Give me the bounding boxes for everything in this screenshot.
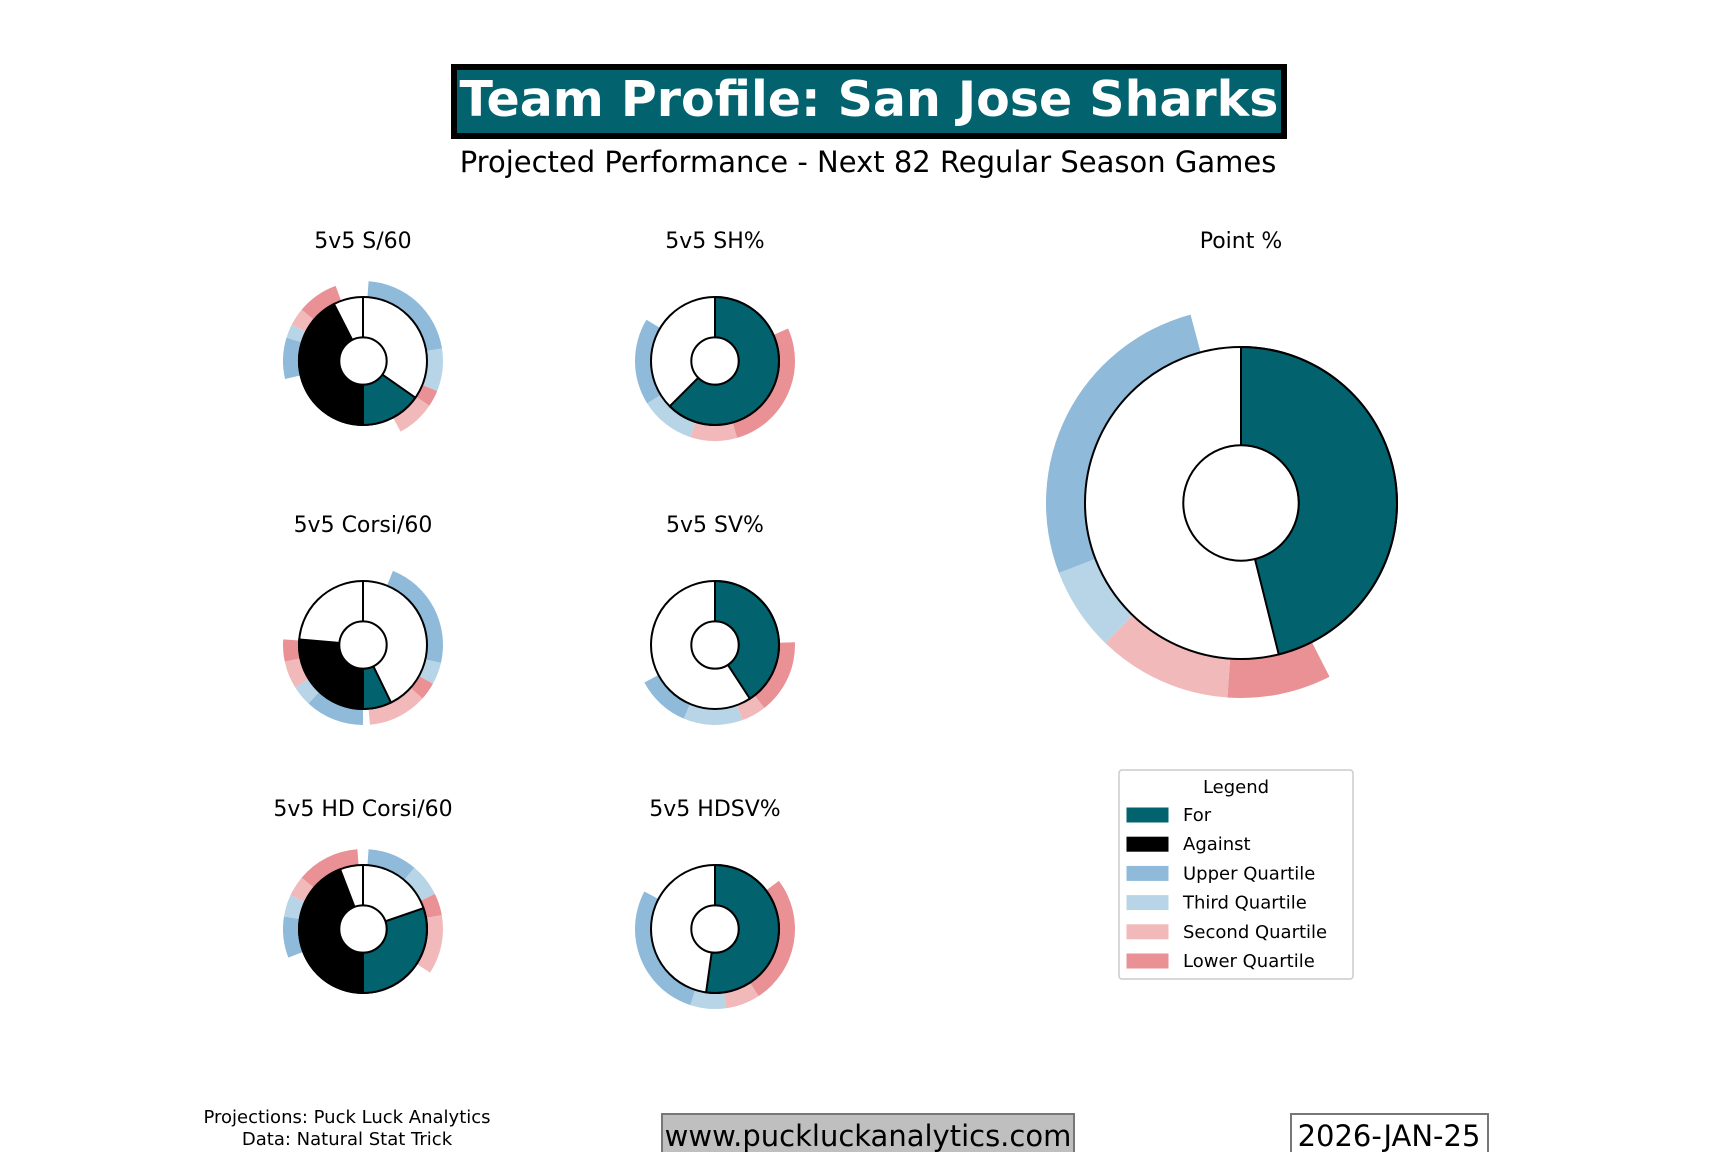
legend-swatch — [1126, 924, 1169, 940]
pie-outline — [650, 296, 780, 426]
legend-label: Lower Quartile — [1183, 951, 1315, 972]
ring-segment-second — [393, 396, 430, 432]
legend-item-upper: Upper Quartile — [1126, 863, 1315, 884]
ring-segment-third — [1058, 558, 1133, 644]
chart-title: 5v5 HD Corsi/60 — [273, 797, 452, 822]
pie-hole — [338, 336, 388, 386]
ring-segment-third — [683, 703, 743, 725]
ring-segment-lower — [754, 642, 796, 709]
website-box — [661, 1113, 1075, 1152]
chart-5v5-sh: 5v5 SH% — [635, 229, 795, 441]
pie-hole — [690, 620, 740, 670]
ring-segment-second — [736, 695, 765, 721]
page-subtitle: Projected Performance - Next 82 Regular … — [460, 145, 1277, 179]
pie-outline — [298, 580, 428, 710]
ring-segment-second — [1105, 615, 1231, 698]
legend-label: Second Quartile — [1183, 922, 1327, 943]
pie-hole — [1182, 444, 1300, 562]
pie-outline — [650, 580, 780, 710]
pie-outline — [650, 864, 780, 994]
ring-segment-upper — [308, 691, 363, 725]
date-label: 2026-JAN-25 — [1298, 1119, 1481, 1152]
legend-swatch — [1126, 836, 1169, 852]
ring-segment-upper — [635, 891, 696, 1006]
legend-label: Upper Quartile — [1183, 863, 1315, 884]
ring-segment-lower — [420, 893, 442, 918]
legend-item-second: Second Quartile — [1126, 922, 1327, 943]
legend-swatch — [1126, 895, 1169, 911]
ring-segment-third — [283, 895, 305, 919]
ring-segment-lower — [749, 880, 795, 997]
ring-segment-third — [404, 867, 435, 901]
ring-segment-second — [368, 687, 423, 725]
website-link[interactable]: www.puckluckanalytics.com — [665, 1119, 1072, 1152]
pie-hole — [690, 336, 740, 386]
pie-outline — [298, 296, 428, 426]
ring-segment-third — [286, 324, 306, 343]
title-box — [451, 64, 1287, 139]
chart-title: 5v5 S/60 — [314, 229, 411, 254]
ring-segment-second — [723, 982, 759, 1009]
ring-segment-third — [690, 989, 727, 1009]
chart-5v5-hdsv: 5v5 HDSV% — [635, 797, 795, 1009]
legend-title: Legend — [1203, 777, 1269, 798]
ring-segment-second — [284, 658, 309, 688]
chart-title: 5v5 SV% — [666, 513, 764, 538]
legend-swatch — [1126, 807, 1169, 823]
ring-segment-third — [647, 394, 696, 438]
ring-segment-upper — [644, 675, 690, 719]
ring-segment-lower — [301, 849, 359, 888]
ring-segment-lower — [416, 384, 438, 406]
chart-title: Point % — [1200, 229, 1283, 254]
ring-segment-lower — [301, 285, 342, 320]
pie-outline — [298, 864, 428, 994]
chart-point: Point % — [1046, 229, 1398, 698]
ring-segment-lower — [1227, 641, 1330, 698]
legend-swatch — [1126, 865, 1169, 881]
legend-swatch — [1126, 953, 1169, 969]
chart-5v5-hd-corsi-60: 5v5 HD Corsi/60 — [273, 797, 453, 995]
pie-outline — [1084, 346, 1398, 660]
pie-hole — [690, 904, 740, 954]
ring-segment-upper — [367, 281, 443, 351]
legend-item-for: For — [1126, 805, 1212, 826]
pie-hole — [338, 904, 388, 954]
legend-item-against: Against — [1126, 834, 1251, 855]
legend-label: Third Quartile — [1182, 893, 1307, 914]
ring-segment-upper — [386, 570, 444, 663]
chart-5v5-s-60: 5v5 S/60 — [282, 229, 443, 432]
legend-item-third: Third Quartile — [1126, 893, 1307, 914]
chart-title: 5v5 HDSV% — [649, 797, 780, 822]
date-box — [1290, 1113, 1489, 1152]
ring-segment-lower — [283, 639, 301, 662]
chart-5v5-corsi-60: 5v5 Corsi/60 — [283, 513, 444, 725]
credits-data: Data: Natural Stat Trick — [242, 1129, 453, 1150]
ring-segment-upper — [282, 337, 302, 379]
legend-label: Against — [1183, 834, 1251, 855]
ring-segment-third — [295, 678, 320, 704]
chart-5v5-sv: 5v5 SV% — [644, 513, 796, 725]
pie-hole — [338, 620, 388, 670]
page-title: Team Profile: San Jose Sharks — [460, 71, 1279, 128]
ring-segment-second — [416, 915, 443, 973]
legend-label: For — [1183, 805, 1212, 826]
chart-title: 5v5 SH% — [665, 229, 764, 254]
credits-projections: Projections: Puck Luck Analytics — [203, 1107, 490, 1128]
chart-title: 5v5 Corsi/60 — [294, 513, 433, 538]
legend: Legend For Against Upper Quartile Third Qua… — [1118, 769, 1354, 980]
ring-segment-second — [690, 421, 738, 441]
legend-item-lower: Lower Quartile — [1126, 951, 1315, 972]
ring-segment-upper — [367, 849, 415, 880]
